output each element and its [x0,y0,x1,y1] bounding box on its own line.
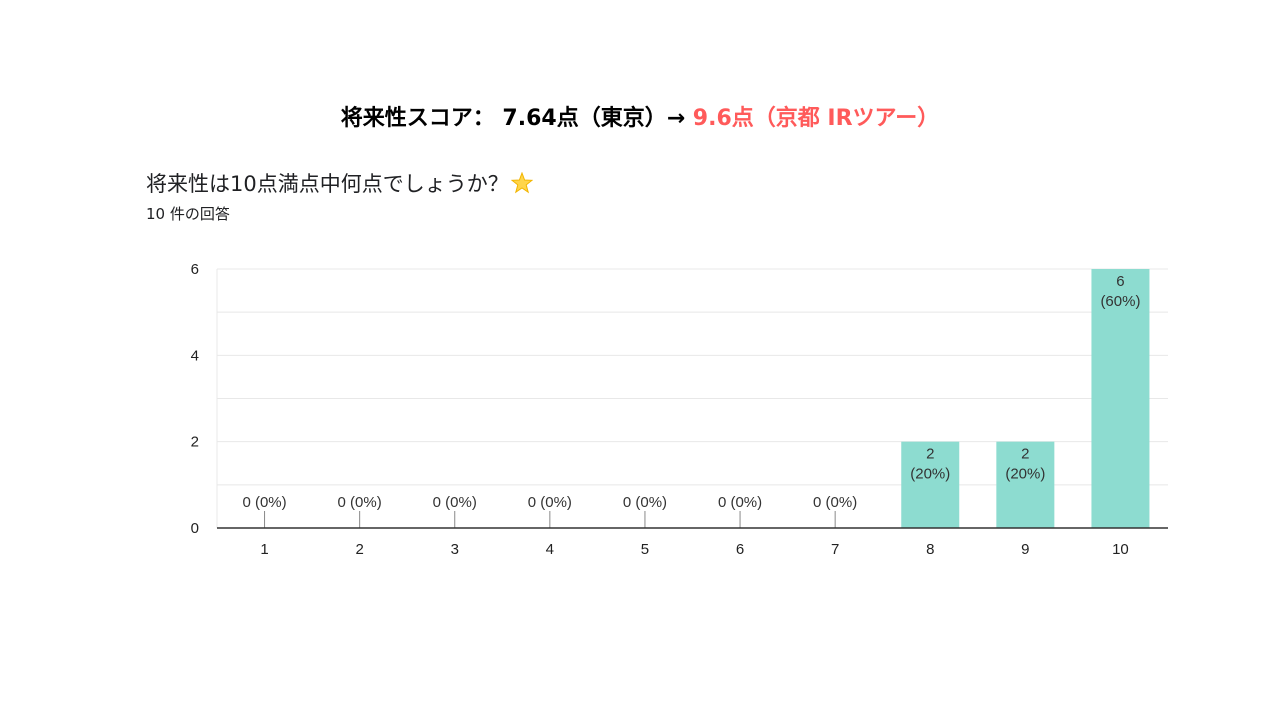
x-tick-label: 1 [260,541,268,558]
data-label-line: (60%) [1100,293,1140,310]
score-headline: 将来性スコア： 7.64点（東京）→ 9.6点（京都 IRツアー） [0,100,1280,132]
data-label: 0 (0%) [813,494,857,511]
x-tick-label: 6 [736,541,744,558]
data-label: 0 (0%) [242,494,286,511]
data-label: 2 (20%) [1005,446,1045,483]
data-label: 0 (0%) [338,494,382,511]
x-tick-label: 4 [546,541,554,558]
y-tick-label: 4 [191,347,199,364]
x-tick-label: 3 [451,541,459,558]
headline-prefix: 将来性スコア： 7.64点（東京）→ [340,106,693,131]
question-text: 将来性は10点満点中何点でしょうか？ [146,172,509,196]
question-title: 将来性は10点満点中何点でしょうか？ [146,168,534,198]
bar [996,441,1055,528]
bar [1091,269,1150,528]
data-label-line: 6 [1116,273,1124,290]
data-label-line: 2 [926,446,934,463]
bar [901,441,960,528]
headline-highlight: 9.6点（京都 IRツアー） [692,106,940,131]
data-label-line: (20%) [910,466,950,483]
x-tick-label: 7 [831,541,839,558]
x-tick-label: 8 [926,541,934,558]
data-label: 6 (60%) [1100,273,1140,310]
data-label: 0 (0%) [528,494,572,511]
y-tick-label: 6 [191,261,199,278]
response-count: 10 件の回答 [146,205,230,223]
data-label-line: (20%) [1005,466,1045,483]
x-tick-label: 2 [355,541,363,558]
x-tick-label: 5 [641,541,649,558]
data-label: 0 (0%) [433,494,477,511]
data-label: 0 (0%) [623,494,667,511]
data-label: 2 (20%) [910,446,950,483]
data-label: 0 (0%) [718,494,762,511]
data-label-line: 2 [1021,446,1029,463]
x-tick-label: 9 [1021,541,1029,558]
y-tick-label: 2 [191,434,199,451]
x-tick-label: 10 [1112,541,1129,558]
glowing-star-icon [510,171,534,194]
y-tick-label: 0 [191,520,199,537]
